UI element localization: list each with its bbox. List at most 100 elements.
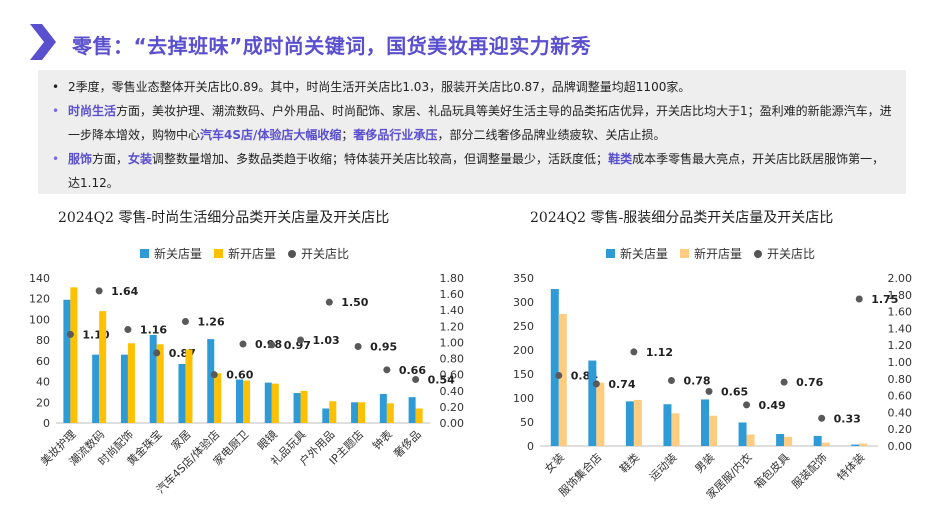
- bar-open: [243, 380, 250, 423]
- bar-close: [738, 422, 747, 446]
- legend-swatch: [214, 249, 224, 258]
- summary-text: 成本季零售最大亮点，开关店比跃居服饰第一，达1.12。: [68, 152, 885, 190]
- x-axis-tick-label: 眼镜: [254, 427, 279, 452]
- bar-open: [271, 383, 279, 423]
- ratio-point: [153, 349, 161, 357]
- keyword: 汽车4S店/体验店大幅收缩: [200, 128, 342, 142]
- bar-close: [776, 434, 785, 446]
- bar-open: [784, 436, 793, 446]
- summary-text: 方面，: [92, 152, 129, 166]
- summary-bullet-apparel: 服饰方面，女装调整数量增加、多数品类趋于收缩；特体装开关店比较高，但调整量最少，…: [52, 147, 892, 195]
- ratio-point: [124, 326, 132, 334]
- x-axis-tick-label: 女装: [541, 450, 566, 475]
- bar-close: [588, 360, 597, 446]
- bar-open: [127, 343, 135, 423]
- ratio-point: [239, 340, 247, 348]
- ratio-data-label: 0.66: [399, 364, 426, 377]
- x-axis-tick-label: 鞋类: [617, 450, 642, 475]
- legend-swatch: [680, 249, 690, 258]
- ratio-point: [383, 366, 391, 374]
- legend-label: 开关店比: [301, 247, 350, 261]
- bar-open: [671, 413, 680, 446]
- x-axis-tick-label: 奢侈品: [391, 427, 424, 460]
- y2-axis-tick-label: 0.40: [888, 406, 913, 419]
- legend-item-close: 新关店量: [606, 245, 668, 262]
- legend-swatch: [606, 249, 615, 258]
- legend-label: 新开店量: [694, 247, 743, 261]
- bar-open: [633, 399, 642, 446]
- y-axis-tick-label: 0: [43, 417, 50, 430]
- bar-open: [329, 401, 337, 423]
- ratio-point: [412, 376, 420, 383]
- ratio-point: [325, 298, 333, 306]
- summary-bullet-lifestyle: 时尚生活方面，美妆护理、潮流数码、户外用品、时尚配饰、家居、礼品玩具等美好生活主…: [52, 99, 892, 147]
- ratio-point: [855, 295, 863, 303]
- y-axis-tick-label: 0: [527, 440, 534, 453]
- summary-text: 调整数量增加、多数品类趋于收缩；特体装开关店比较高，但调整量最少，活跃度低；: [152, 152, 609, 166]
- y-axis-tick-label: 200: [513, 344, 534, 357]
- y2-axis-tick-label: 1.00: [440, 336, 465, 349]
- ratio-point: [667, 376, 675, 384]
- legend-label: 新开店量: [228, 247, 277, 261]
- ratio-point: [555, 371, 563, 379]
- page-title: 零售：“去掉班味”成时尚关键词，国货美妆再迎实力新秀: [72, 34, 592, 58]
- ratio-data-label: 0.76: [796, 376, 823, 389]
- y-axis-tick-label: 250: [513, 320, 534, 333]
- keyword: 奢侈品行业承压: [353, 128, 438, 142]
- ratio-data-label: 0.97: [284, 339, 311, 352]
- summary-text: ，部分二线奢侈品牌业绩疲软、关店止损。: [437, 128, 666, 142]
- legend-item-close: 新关店量: [140, 245, 202, 262]
- bar-close: [149, 334, 157, 423]
- x-axis-tick-label: 钟表: [370, 427, 395, 452]
- keyword: 服饰: [68, 152, 93, 166]
- ratio-data-label: 0.74: [608, 378, 635, 391]
- y2-axis-tick-label: 1.40: [888, 322, 913, 335]
- ratio-data-label: 0.49: [759, 399, 786, 412]
- ratio-point: [630, 348, 638, 356]
- y-axis-tick-label: 300: [513, 296, 534, 309]
- ratio-data-label: 1.75: [871, 293, 898, 306]
- bar-open: [214, 373, 222, 423]
- ratio-data-label: 1.64: [111, 285, 138, 298]
- bar-close: [379, 394, 387, 423]
- y-axis-tick-label: 350: [513, 272, 534, 285]
- bar-open: [596, 382, 605, 446]
- y2-axis-tick-label: 0.80: [888, 373, 913, 386]
- bar-open: [709, 415, 717, 446]
- ratio-data-label: 0.60: [226, 369, 253, 382]
- y-axis-tick-label: 20: [36, 396, 50, 409]
- summary-text: ；: [341, 128, 354, 142]
- y-axis-tick-label: 40: [36, 376, 50, 389]
- keyword: 女装: [128, 152, 153, 166]
- bar-close: [550, 289, 559, 446]
- x-axis-tick-label: 箱包皮具: [751, 450, 792, 491]
- y2-axis-tick-label: 1.20: [440, 320, 465, 333]
- y2-axis-tick-label: 0.60: [440, 369, 465, 382]
- ratio-point: [297, 336, 305, 344]
- x-axis-tick-label: 服装配饰: [789, 450, 830, 491]
- y-axis-tick-label: 80: [36, 334, 50, 347]
- y2-axis-tick-label: 1.60: [440, 288, 465, 301]
- y2-axis-tick-label: 0.20: [440, 401, 465, 414]
- ratio-point: [592, 380, 600, 388]
- y2-axis-tick-label: 1.00: [888, 356, 913, 369]
- bar-close: [322, 408, 330, 423]
- ratio-point: [705, 387, 713, 395]
- bar-close: [408, 397, 416, 423]
- y2-axis-tick-label: 0.40: [440, 385, 465, 398]
- bar-open: [358, 402, 366, 423]
- ratio-data-label: 1.16: [140, 324, 167, 337]
- y-axis-tick-label: 100: [513, 392, 534, 405]
- x-axis-tick-label: 男装: [692, 451, 717, 476]
- bar-open: [99, 311, 107, 423]
- summary-box: 2季度，零售业态整体开关店比0.89。其中，时尚生活开关店比1.03，服装开关店…: [38, 70, 906, 194]
- bar-close: [178, 363, 186, 423]
- bar-open: [415, 408, 423, 423]
- legend-item-open: 新开店量: [680, 245, 742, 262]
- bar-close: [701, 399, 709, 446]
- y2-axis-tick-label: 1.20: [888, 339, 913, 352]
- chart-title-apparel: 2024Q2 零售-服装细分品类开关店量及开关店比: [530, 210, 834, 226]
- ratio-data-label: 0.78: [683, 374, 710, 387]
- ratio-point: [780, 378, 788, 386]
- chart-legend-lifestyle: 新关店量 新开店量 开关店比: [140, 245, 361, 262]
